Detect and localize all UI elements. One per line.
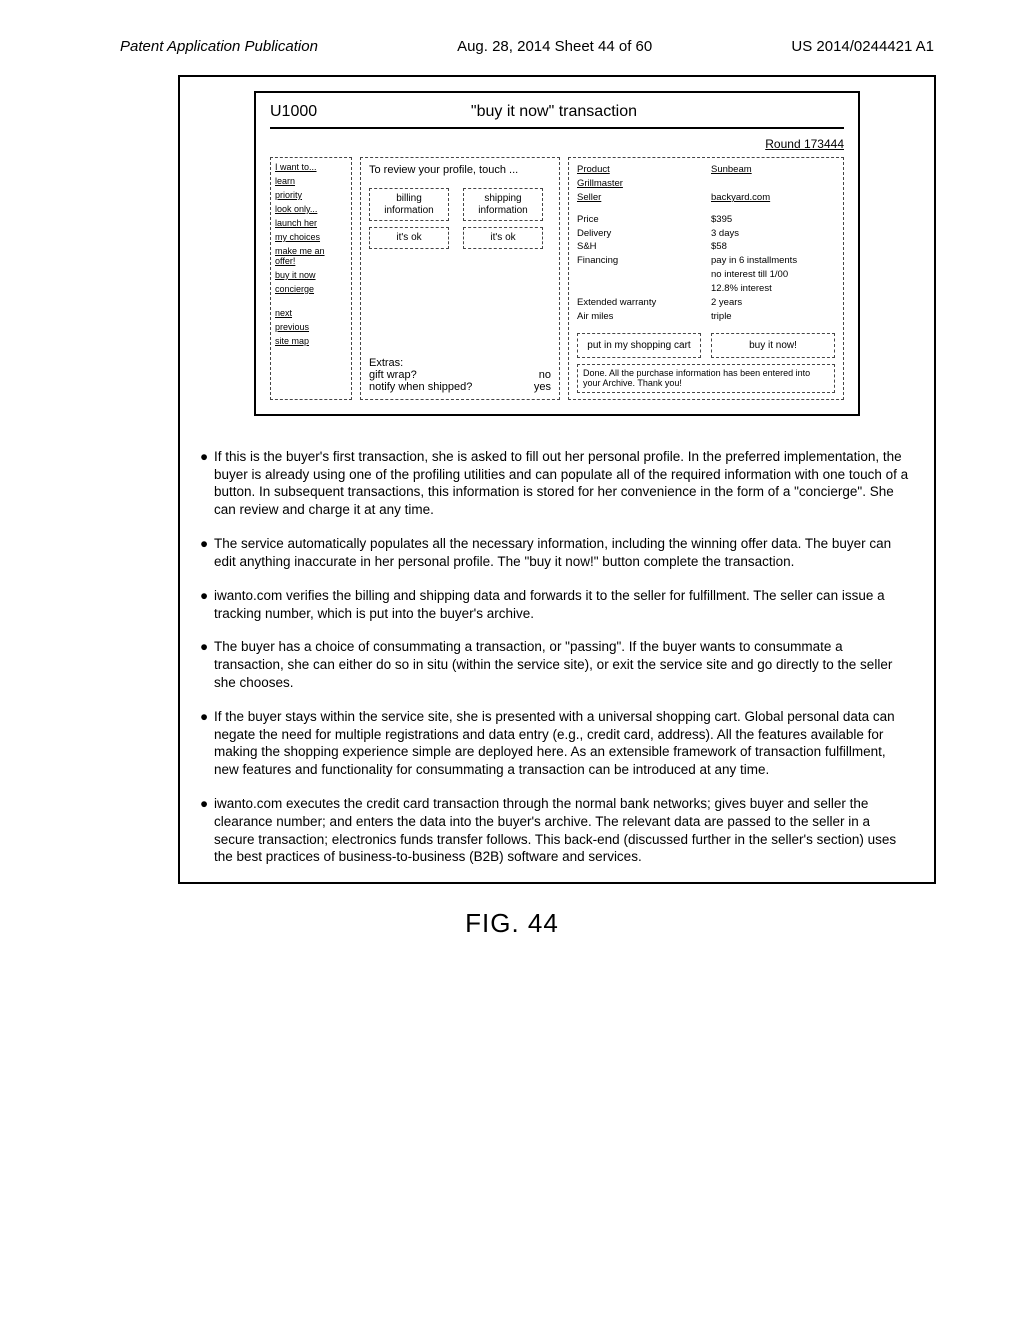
page-header: Patent Application Publication Aug. 28, … [0, 0, 1024, 63]
warranty-value: 2 years [711, 297, 835, 309]
extras-label: Extras: [369, 357, 551, 369]
bullet-icon: ● [200, 448, 214, 519]
delivery-label: Delivery [577, 228, 701, 240]
sidebar-item-look-only[interactable]: look only... [275, 204, 347, 214]
bullet-item: ●The buyer has a choice of consummating … [200, 638, 910, 691]
profile-panel: To review your profile, touch ... billin… [360, 157, 560, 400]
sidebar-item-make-offer[interactable]: make me an offer! [275, 246, 347, 266]
delivery-value: 3 days [711, 228, 835, 240]
bullet-icon: ● [200, 638, 214, 691]
product-value: Sunbeam [711, 164, 835, 176]
sidebar-header: I want to... [275, 162, 347, 172]
notify-label: notify when shipped? [369, 381, 472, 393]
seller-label: Seller [577, 192, 701, 204]
header-left: Patent Application Publication [120, 38, 318, 55]
product-label: Product [577, 164, 701, 176]
sidebar-item-next[interactable]: next [275, 308, 347, 318]
sidebar-item-concierge[interactable]: concierge [275, 284, 347, 294]
buy-now-button[interactable]: buy it now! [711, 333, 835, 359]
bullet-item: ●If the buyer stays within the service s… [200, 708, 910, 779]
sidebar-item-priority[interactable]: priority [275, 190, 347, 200]
sidebar-item-buy-it-now[interactable]: buy it now [275, 270, 347, 280]
price-label: Price [577, 214, 701, 226]
shipping-ok-button[interactable]: it's ok [463, 227, 543, 249]
bullet-item: ●If this is the buyer's first transactio… [200, 448, 910, 519]
gift-wrap-label: gift wrap? [369, 369, 417, 381]
financing-value-2: no interest till 1/00 [711, 269, 835, 281]
figure-id: U1000 [270, 103, 471, 121]
billing-ok-button[interactable]: it's ok [369, 227, 449, 249]
bullet-item: ●The service automatically populates all… [200, 535, 910, 571]
review-prompt: To review your profile, touch ... [369, 164, 551, 176]
financing-value: pay in 6 installments [711, 255, 835, 267]
price-value: $395 [711, 214, 835, 226]
financing-label: Financing [577, 255, 701, 267]
figure-columns: I want to... learn priority look only...… [270, 157, 844, 400]
order-panel: Product Sunbeam Grillmaster Seller backy… [568, 157, 844, 400]
bullet-item: ●iwanto.com verifies the billing and shi… [200, 587, 910, 623]
order-details: Product Sunbeam Grillmaster Seller backy… [577, 164, 835, 323]
sidebar-item-launch-her[interactable]: launch her [275, 218, 347, 228]
bullet-icon: ● [200, 795, 214, 866]
bullet-icon: ● [200, 708, 214, 779]
sidebar-item-previous[interactable]: previous [275, 322, 347, 332]
sh-value: $58 [711, 241, 835, 253]
cart-button[interactable]: put in my shopping cart [577, 333, 701, 359]
sidebar-item-site-map[interactable]: site map [275, 336, 347, 346]
financing-value-3: 12.8% interest [711, 283, 835, 295]
header-right: US 2014/0244421 A1 [791, 38, 934, 55]
seller-value: backyard.com [711, 192, 835, 204]
bullet-icon: ● [200, 587, 214, 623]
gift-wrap-value: no [539, 369, 551, 381]
billing-info-button[interactable]: billing information [369, 188, 449, 221]
bullet-item: ●iwanto.com executes the credit card tra… [200, 795, 910, 866]
page-border: U1000 "buy it now" transaction Round 173… [178, 75, 936, 884]
bullet-icon: ● [200, 535, 214, 571]
figure-title-row: U1000 "buy it now" transaction [270, 103, 844, 129]
grill-label: Grillmaster [577, 178, 701, 190]
sh-label: S&H [577, 241, 701, 253]
figure-label: FIG. 44 [0, 908, 1024, 939]
sidebar-item-learn[interactable]: learn [275, 176, 347, 186]
figure-box: U1000 "buy it now" transaction Round 173… [254, 91, 860, 416]
round-row: Round 173444 [270, 137, 844, 151]
header-center: Aug. 28, 2014 Sheet 44 of 60 [457, 38, 652, 55]
round-label: Round 173444 [765, 137, 844, 151]
done-message: Done. All the purchase information has b… [577, 364, 835, 393]
sidebar-item-my-choices[interactable]: my choices [275, 232, 347, 242]
figure-title: "buy it now" transaction [471, 103, 637, 121]
sidebar-nav: I want to... learn priority look only...… [270, 157, 352, 400]
extras-section: Extras: gift wrap? no notify when shippe… [369, 357, 551, 393]
shipping-info-button[interactable]: shipping information [463, 188, 543, 221]
notify-value: yes [534, 381, 551, 393]
warranty-label: Extended warranty [577, 297, 701, 309]
airmiles-value: triple [711, 311, 835, 323]
bullet-list: ●If this is the buyer's first transactio… [200, 448, 910, 866]
airmiles-label: Air miles [577, 311, 701, 323]
